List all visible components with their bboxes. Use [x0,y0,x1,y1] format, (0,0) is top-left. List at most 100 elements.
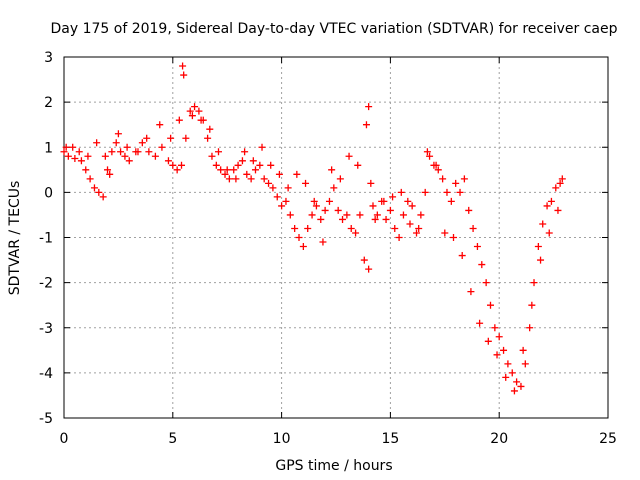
data-point [415,224,423,232]
data-point [434,166,442,174]
x-tick-label: 5 [168,431,177,447]
data-point [404,197,412,205]
data-point [179,62,187,70]
data-point [328,166,336,174]
data-point [273,193,281,201]
data-point [362,121,370,129]
x-tick-label: 25 [599,431,617,447]
data-point [212,161,220,169]
data-point [399,211,407,219]
data-point [86,175,94,183]
y-tick-label: 2 [44,95,53,111]
data-point [269,184,277,192]
data-point [69,143,77,151]
data-point [60,148,68,156]
y-tick-label: -4 [39,366,53,382]
data-point [206,125,214,133]
data-point [552,184,560,192]
data-point [134,148,142,156]
data-point [186,107,194,115]
data-point [221,170,229,178]
data-point [204,134,212,142]
data-point [495,333,503,341]
data-point [530,279,538,287]
data-point [432,161,440,169]
data-point [282,197,290,205]
data-point [164,157,172,165]
data-point [90,184,98,192]
data-point [443,188,451,196]
y-tick-label: 0 [44,185,53,201]
data-point [478,261,486,269]
data-point [319,238,327,246]
data-point [334,206,342,214]
data-point [267,161,275,169]
data-point [554,206,562,214]
data-point [321,206,329,214]
data-point [84,152,92,160]
data-point [112,139,120,147]
data-point [284,184,292,192]
data-point [452,179,460,187]
data-point [469,224,477,232]
data-point [145,148,153,156]
data-point [547,197,555,205]
data-point [101,152,109,160]
data-point [336,175,344,183]
y-axis-label: SDTVAR / TECUs [7,181,23,296]
data-point [406,220,414,228]
data-point [158,143,166,151]
data-point [156,121,164,129]
data-point [482,279,490,287]
data-point [413,229,421,237]
data-point [117,148,125,156]
data-point [473,243,481,251]
data-point [169,161,177,169]
data-point [208,152,216,160]
data-point [447,197,455,205]
data-point [502,373,510,381]
data-point [175,116,183,124]
data-point [508,369,516,377]
data-point [251,166,259,174]
data-point [138,139,146,147]
data-point [421,188,429,196]
data-point [356,211,364,219]
data-point [121,152,129,160]
data-point [397,188,405,196]
data-point [77,157,85,165]
data-point [223,166,231,174]
data-point [99,193,107,201]
y-tick-label: 3 [44,50,53,66]
data-point [365,103,373,111]
data-point [476,319,484,327]
data-point [82,166,90,174]
data-point [243,170,251,178]
x-tick-label: 15 [381,431,399,447]
axis-ticks: 0 5 10 15 20 25 -5 -4 -3 -2 -1 0 1 2 3 [39,50,617,447]
data-point [108,148,116,156]
data-point [391,224,399,232]
data-point [460,175,468,183]
data-point [291,224,299,232]
data-point [467,288,475,296]
data-point [197,116,205,124]
data-point [380,197,388,205]
data-point [293,170,301,178]
data-point [265,179,273,187]
data-point [367,179,375,187]
data-point [539,220,547,228]
data-point [114,130,122,138]
data-series-caep [60,62,566,395]
data-point [484,337,492,345]
data-point [345,152,353,160]
data-point [286,211,294,219]
data-point [486,301,494,309]
data-point [365,265,373,273]
data-point [238,157,246,165]
data-point [491,324,499,332]
data-point [310,197,318,205]
data-point [360,256,368,264]
data-point [312,202,320,210]
data-point [295,234,303,241]
